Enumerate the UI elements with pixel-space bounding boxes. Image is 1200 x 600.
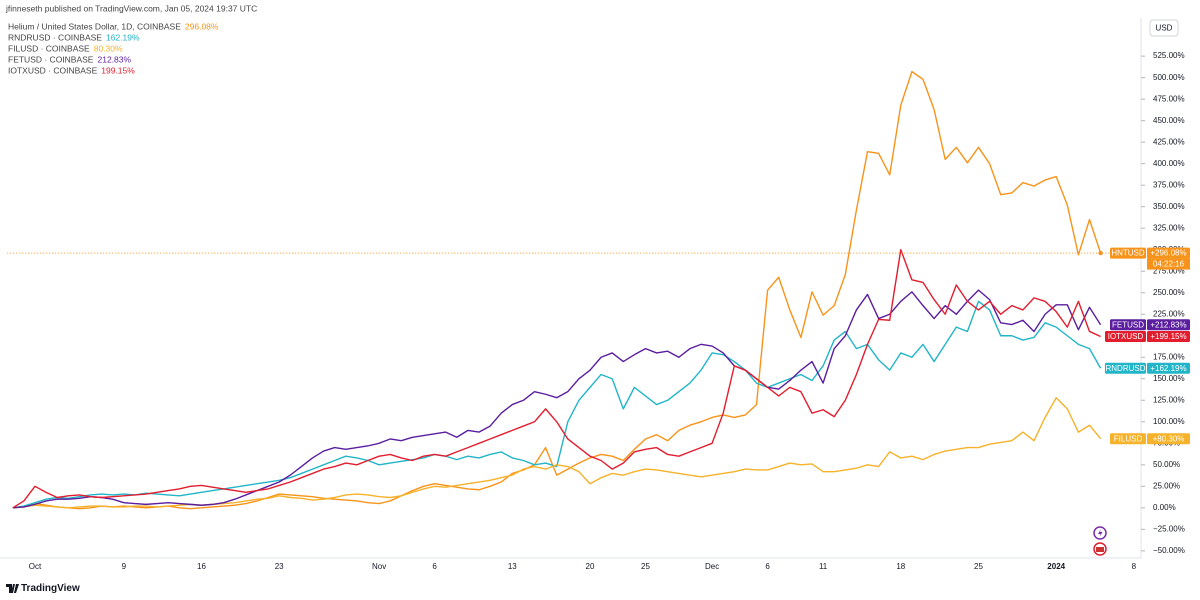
x-tick-label: 18 <box>896 562 905 571</box>
y-tick-label: 50.00% <box>1153 460 1180 469</box>
y-tick-label: −25.00% <box>1153 524 1185 533</box>
y-tick-label: −50.00% <box>1153 546 1185 555</box>
tag-name: FILUSD <box>1114 434 1143 443</box>
countdown-box <box>1147 258 1190 270</box>
tag-value-box <box>1147 247 1190 259</box>
y-tick-label: 125.00% <box>1153 395 1185 404</box>
y-tick-label: 25.00% <box>1153 481 1180 490</box>
flag-icon <box>1096 547 1104 552</box>
x-tick-label: Nov <box>372 562 386 571</box>
y-tick-label: 250.00% <box>1153 288 1185 297</box>
tag-value-box <box>1147 433 1190 445</box>
event-icon-glyph <box>1098 529 1103 537</box>
price-tag: FILUSD +80.30% <box>1110 433 1190 445</box>
y-tick-label: 225.00% <box>1153 309 1185 318</box>
tag-value-box <box>1147 330 1190 342</box>
tag-name-box <box>1110 433 1146 445</box>
x-tick-label: 11 <box>819 562 828 571</box>
y-tick-label: 350.00% <box>1153 202 1185 211</box>
tag-name: HNTUSD <box>1111 249 1145 258</box>
x-tick-label: Dec <box>705 562 719 571</box>
axis-unit: USD <box>1156 24 1173 33</box>
legend-name: FETUSD · COINBASE <box>8 54 94 64</box>
x-tick-label: 25 <box>974 562 983 571</box>
legend-value: 212.83% <box>97 54 131 64</box>
tag-value: +80.30% <box>1153 434 1185 443</box>
series-line <box>12 300 1102 509</box>
tag-value-box <box>1147 319 1190 331</box>
y-tick-label: 375.00% <box>1153 180 1185 189</box>
y-tick-label: 275.00% <box>1153 266 1185 275</box>
x-tick-label: 23 <box>275 562 284 571</box>
x-tick-label: 2024 <box>1047 562 1065 571</box>
tag-value: +296.08% <box>1150 249 1186 258</box>
footer-logo <box>6 584 19 593</box>
tag-value-box <box>1147 362 1190 374</box>
series-line <box>12 289 1102 509</box>
y-tick-label: 450.00% <box>1153 116 1185 125</box>
legend-name: Helium / United States Dollar, 1D, COINB… <box>8 21 181 31</box>
price-tag: RNDRUSD +162.19% <box>1105 362 1190 374</box>
legend-value: 80.30% <box>94 43 123 53</box>
tag-name: FETUSD <box>1112 320 1144 329</box>
x-tick-label: 9 <box>122 562 127 571</box>
y-tick-label: 425.00% <box>1153 137 1185 146</box>
x-tick-label: 20 <box>586 562 595 571</box>
y-tick-label: 150.00% <box>1153 374 1185 383</box>
y-tick-label: 400.00% <box>1153 159 1185 168</box>
x-tick-label: Oct <box>29 562 42 571</box>
tag-name-box <box>1105 362 1146 374</box>
y-tick-label: 175.00% <box>1153 352 1185 361</box>
tag-value: +162.19% <box>1150 364 1186 373</box>
tag-name-box <box>1105 330 1146 342</box>
series-line <box>12 249 1101 509</box>
y-tick-label: 325.00% <box>1153 223 1185 232</box>
x-tick-label: 8 <box>1132 562 1137 571</box>
price-tag: IOTXUSD +199.15% <box>1105 330 1190 342</box>
legend-value: 199.15% <box>101 65 135 75</box>
x-tick-label: 25 <box>641 562 650 571</box>
x-tick-label: 16 <box>197 562 206 571</box>
unit-box <box>1149 19 1179 37</box>
publisher: jfinneseth published on TradingView.com,… <box>5 3 257 13</box>
x-tick-label: 6 <box>432 562 437 571</box>
y-tick-label: 100.00% <box>1153 417 1185 426</box>
legend-value: 162.19% <box>106 32 140 42</box>
tag-name-box <box>1110 319 1146 331</box>
x-tick-label: 6 <box>765 562 770 571</box>
tag-value: +199.15% <box>1150 332 1186 341</box>
tag-name: RNDRUSD <box>1106 364 1146 373</box>
price-tag: FETUSD +212.83% <box>1110 319 1190 331</box>
legend-name: IOTXUSD · COINBASE <box>8 65 98 75</box>
x-tick-label: 13 <box>508 562 517 571</box>
legend-value: 296.08% <box>185 21 219 31</box>
tag-value: +212.83% <box>1150 320 1186 329</box>
y-tick-label: 0.00% <box>1153 503 1176 512</box>
watermark: TradingView <box>21 583 80 594</box>
countdown: 04:22:16 <box>1153 260 1185 269</box>
last-point <box>1098 250 1103 256</box>
legend-name: RNDRUSD · COINBASE <box>8 32 102 42</box>
legend-name: FILUSD · COINBASE <box>8 43 90 53</box>
y-tick-label: 500.00% <box>1153 73 1185 82</box>
tag-name: IOTXUSD <box>1108 332 1144 341</box>
series-line <box>12 70 1102 510</box>
price-tag: HNTUSD +296.08% 04:22:16 <box>1110 247 1190 270</box>
y-tick-label: 525.00% <box>1153 51 1185 60</box>
y-tick-label: 475.00% <box>1153 94 1185 103</box>
tag-name-box <box>1110 247 1146 259</box>
